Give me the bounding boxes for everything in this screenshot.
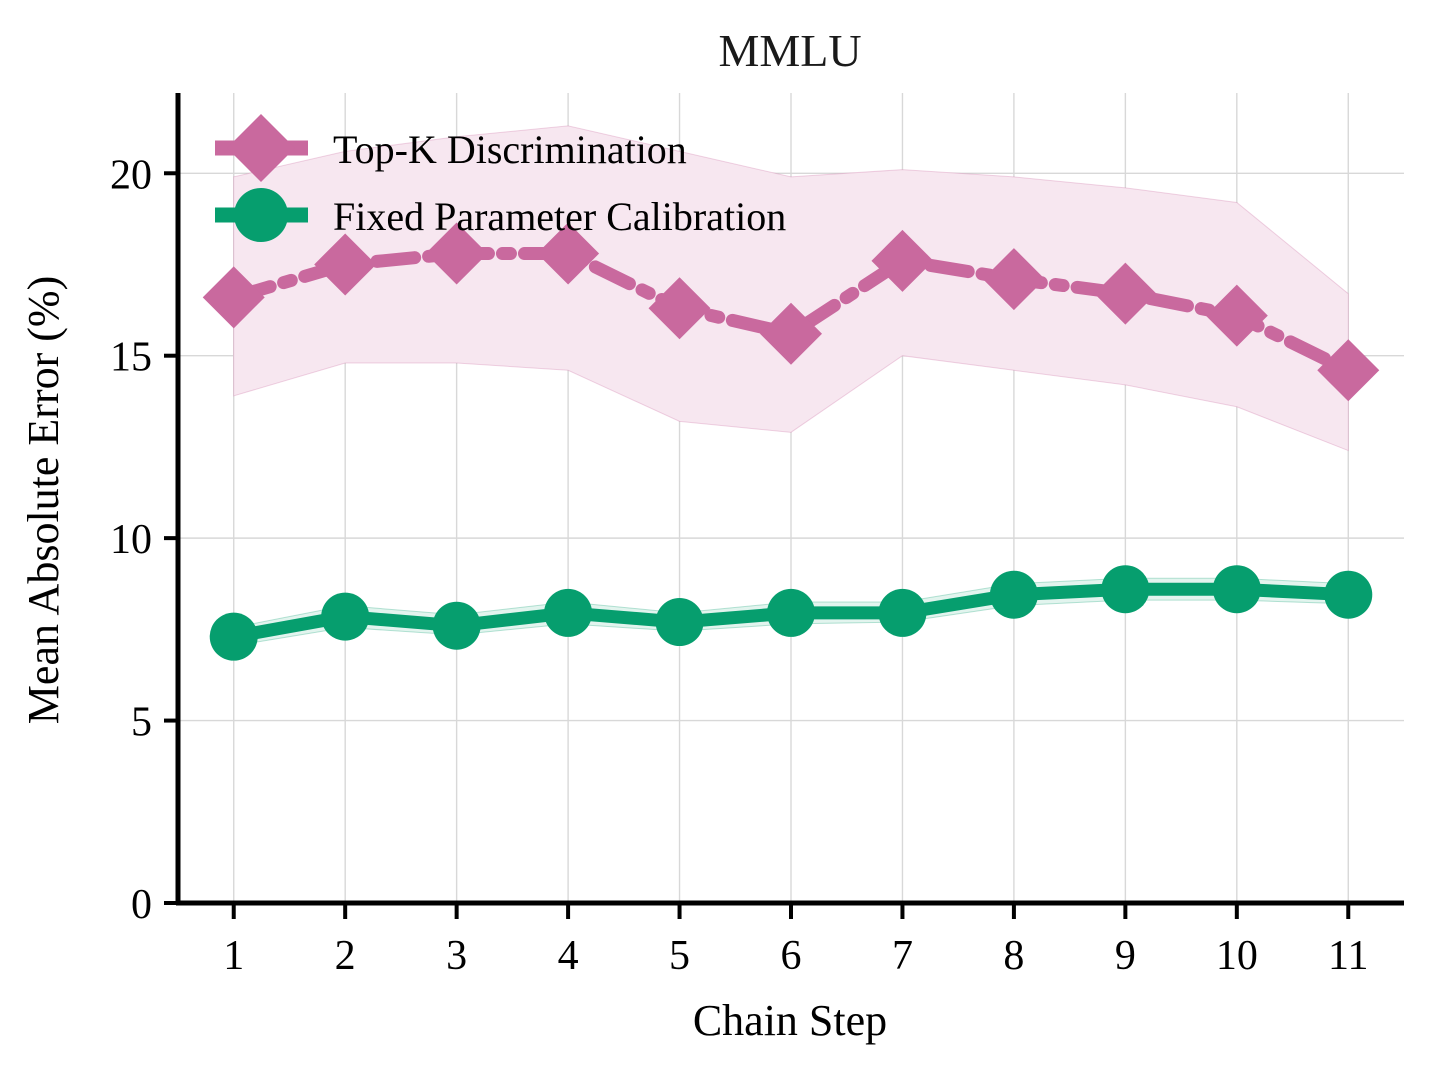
data-point-marker — [989, 570, 1038, 619]
x-axis-label: Chain Step — [693, 996, 887, 1045]
series-0 — [202, 222, 1380, 402]
x-tick-label: 10 — [1216, 933, 1258, 979]
y-tick-label: 0 — [131, 882, 152, 928]
data-point-marker — [1317, 339, 1380, 402]
data-point-marker — [314, 233, 377, 296]
data-point-marker — [871, 229, 934, 292]
data-point-marker — [767, 588, 815, 637]
series-1 — [209, 565, 1373, 661]
data-point-marker — [202, 266, 265, 329]
x-axis-tick-labels: 1 2 3 4 5 6 7 8 9 10 11 — [223, 933, 1368, 979]
x-tick-label: 11 — [1328, 933, 1368, 979]
y-tick-label: 20 — [110, 152, 152, 198]
data-point-marker — [537, 222, 600, 285]
data-point-marker — [321, 592, 370, 641]
data-point-marker — [1205, 284, 1268, 347]
x-tick-label: 7 — [892, 933, 913, 979]
x-axis-ticks — [231, 903, 1351, 919]
legend-item-top-k[interactable]: Top-K Discrimination — [215, 114, 687, 182]
confidence-band-0 — [233, 125, 1349, 452]
chart-title: MMLU — [718, 25, 861, 76]
data-point-marker — [432, 601, 481, 650]
circle-icon — [234, 188, 288, 242]
data-point-marker — [425, 222, 488, 285]
x-tick-label: 1 — [223, 933, 244, 979]
data-series-group — [202, 222, 1380, 661]
data-point-marker — [544, 588, 593, 637]
y-tick-label: 15 — [110, 335, 152, 381]
y-tick-label: 5 — [131, 700, 152, 746]
data-point-marker — [878, 588, 927, 637]
legend-label-top-k: Top-K Discrimination — [333, 127, 687, 172]
y-axis-tick-labels: 0 5 10 15 20 — [110, 152, 152, 928]
y-axis-ticks — [164, 171, 178, 905]
x-tick-label: 3 — [446, 933, 467, 979]
x-tick-label: 5 — [669, 933, 690, 979]
data-point-marker — [655, 598, 704, 647]
x-tick-label: 2 — [335, 933, 356, 979]
y-tick-label: 10 — [110, 517, 152, 563]
data-point-marker — [1094, 262, 1157, 325]
diamond-icon — [227, 114, 295, 182]
x-tick-label: 4 — [558, 933, 579, 979]
data-point-marker — [1324, 570, 1373, 619]
y-axis-label: Mean Absolute Error (%) — [19, 276, 68, 724]
x-tick-label: 6 — [781, 933, 802, 979]
x-tick-label: 8 — [1003, 933, 1024, 979]
x-tick-label: 9 — [1115, 933, 1136, 979]
data-point-marker — [1101, 565, 1150, 614]
legend-label-fixed-parameter: Fixed Parameter Calibration — [333, 194, 786, 239]
chart-legend: Top-K Discrimination Fixed Parameter Cal… — [215, 114, 786, 242]
data-point-marker — [982, 248, 1045, 311]
data-point-marker — [648, 277, 711, 340]
data-point-marker — [1212, 565, 1261, 614]
data-point-marker — [760, 302, 822, 365]
data-point-marker — [209, 612, 258, 661]
legend-item-fixed-parameter[interactable]: Fixed Parameter Calibration — [215, 188, 786, 242]
